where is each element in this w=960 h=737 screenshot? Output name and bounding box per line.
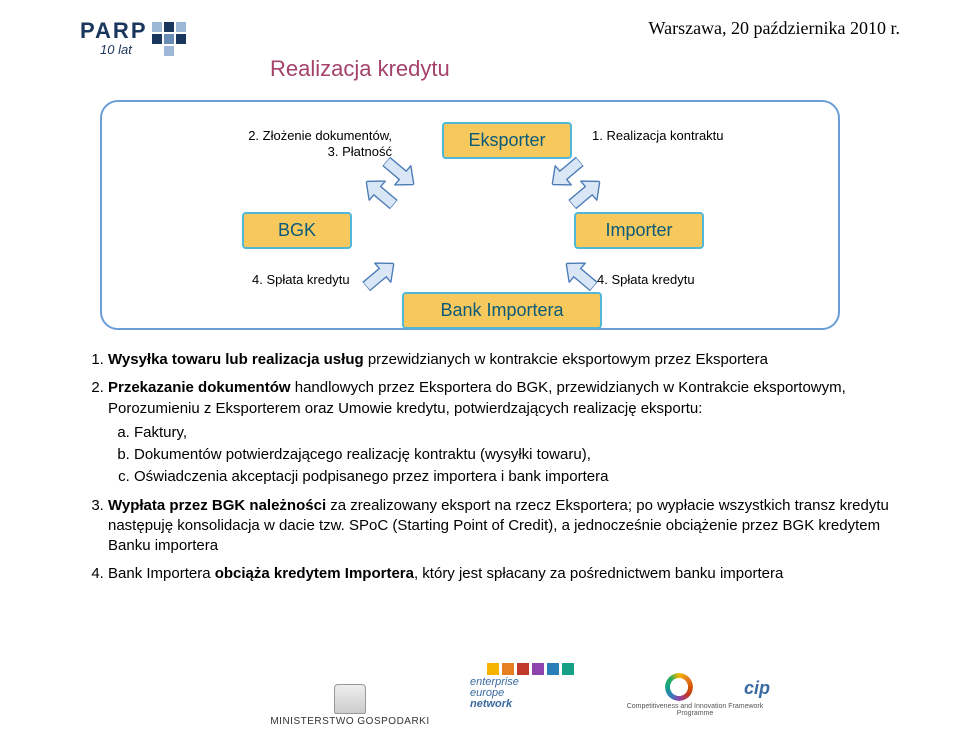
list-item-sub: Faktury, xyxy=(134,423,900,443)
body-4-strong: obciąża kredytem Importera xyxy=(215,565,414,582)
body-1-rest: przewidzianych w kontrakcie eksportowym … xyxy=(364,351,768,368)
body-4-c: , który jest spłacany za pośrednictwem b… xyxy=(414,565,783,582)
list-item: Bank Importera obciąża kredytem Importer… xyxy=(108,564,900,584)
diagram-label-step2: 2. Złożenie dokumentów, xyxy=(222,128,392,143)
body-2-strong: Przekazanie dokumentów xyxy=(108,379,291,396)
eagle-icon xyxy=(334,684,366,714)
list-item-sub: Oświadczenia akceptacji podpisanego prze… xyxy=(134,467,900,487)
node-importer: Importer xyxy=(574,212,704,249)
arrow-icon xyxy=(358,253,402,296)
een-squares-icon xyxy=(470,663,590,675)
list-item-sub: Dokumentów potwierdzającego realizację k… xyxy=(134,445,900,465)
page: PARP 10 lat Warszawa, 20 października 20… xyxy=(0,0,960,737)
parp-logo: PARP 10 lat xyxy=(80,18,220,58)
cip-logo: cip Competitiveness and Innovation Frame… xyxy=(620,673,770,727)
diagram-card: Eksporter BGK Importer Bank Importera 2.… xyxy=(100,100,840,330)
cip-ring-icon xyxy=(665,673,693,701)
list-item: Wysyłka towaru lub realizacja usług prze… xyxy=(108,350,900,370)
logo-squares-icon xyxy=(152,16,208,58)
ministry-label: MINISTERSTWO GOSPODARKI xyxy=(260,716,440,727)
node-bank-importera: Bank Importera xyxy=(402,292,602,329)
page-title: Realizacja kredytu xyxy=(270,56,450,82)
diagram-label-step3: 3. Płatność xyxy=(222,144,392,159)
logo-acronym: PARP xyxy=(80,18,148,43)
list-item: Przekazanie dokumentów handlowych przez … xyxy=(108,378,900,487)
ministry-logo: MINISTERSTWO GOSPODARKI xyxy=(260,684,440,727)
arrow-icon xyxy=(558,253,602,296)
diagram-label-step1: 1. Realizacja kontraktu xyxy=(592,128,772,143)
body-text: Wysyłka towaru lub realizacja usług prze… xyxy=(84,350,900,593)
body-3-spoc: SPoC (Starting Point of Credit), xyxy=(349,517,557,534)
cip-sub: Competitiveness and Innovation Framework… xyxy=(620,703,770,717)
node-eksporter: Eksporter xyxy=(442,122,572,159)
node-bgk: BGK xyxy=(242,212,352,249)
een-line3: network xyxy=(470,699,590,710)
logo-years: 10 lat xyxy=(100,42,132,57)
cip-label: cip xyxy=(744,678,770,699)
list-item: Wypłata przez BGK należności za zrealizo… xyxy=(108,496,900,557)
footer: MINISTERSTWO GOSPODARKI enterprise europ… xyxy=(0,667,960,727)
page-date: Warszawa, 20 października 2010 r. xyxy=(649,18,900,39)
diagram-label-step4b: 4. Spłata kredytu xyxy=(597,272,737,287)
een-logo: enterprise europe network xyxy=(470,663,590,727)
body-1-strong: Wysyłka towaru lub realizacja usług xyxy=(108,351,364,368)
body-3-strong: Wypłata przez BGK należności xyxy=(108,497,326,514)
body-4-a: Bank Importera xyxy=(108,565,215,582)
